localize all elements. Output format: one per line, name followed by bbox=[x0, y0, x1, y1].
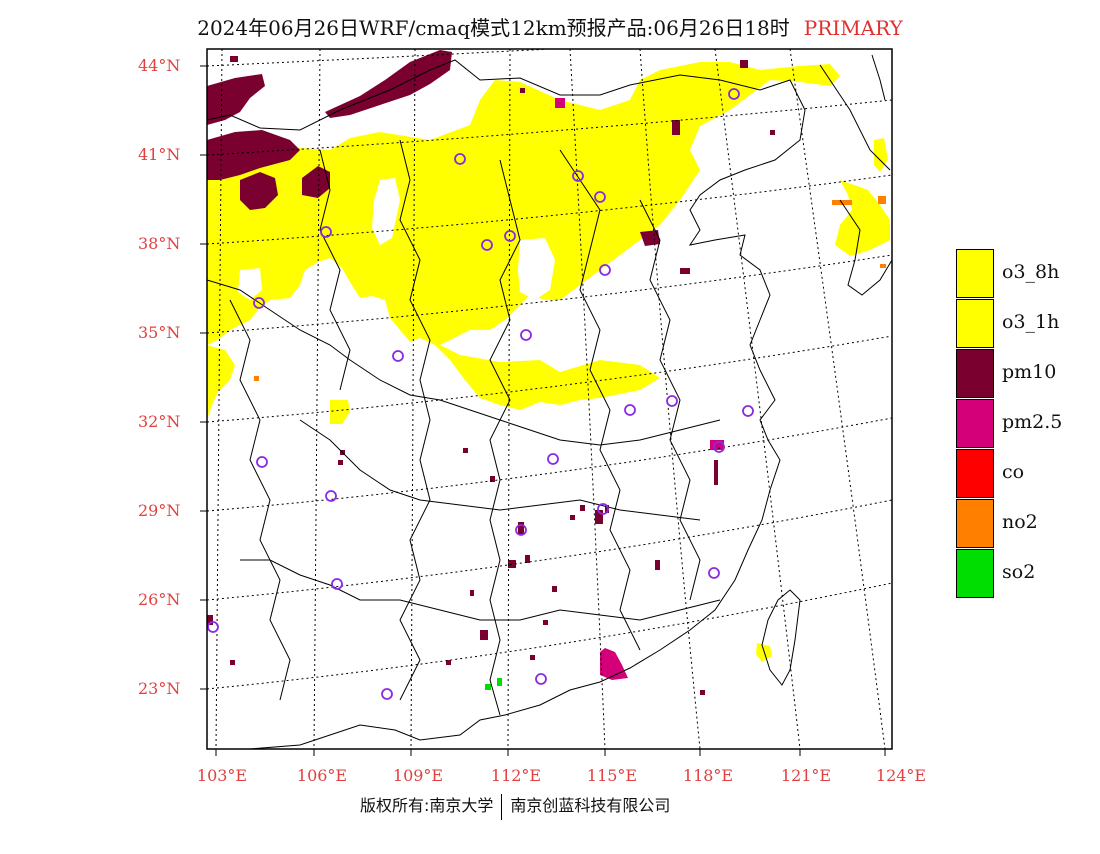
lon-label-103: 103°E bbox=[196, 766, 248, 785]
legend-item-co: co bbox=[956, 449, 1096, 499]
legend-item-no2: no2 bbox=[956, 499, 1096, 549]
title-tag: PRIMARY bbox=[803, 16, 903, 40]
lon-label-115: 115°E bbox=[586, 766, 638, 785]
footer-left: 版权所有:南京大学 bbox=[360, 796, 494, 815]
legend-label: so2 bbox=[1002, 561, 1036, 583]
legend-item-pm10: pm10 bbox=[956, 349, 1096, 399]
legend-label: no2 bbox=[1002, 511, 1038, 533]
lat-label-44: 44°N bbox=[138, 56, 181, 75]
lon-label-121: 121°E bbox=[780, 766, 832, 785]
lon-label-118: 118°E bbox=[682, 766, 734, 785]
legend-item-so2: so2 bbox=[956, 549, 1096, 599]
footer-divider bbox=[501, 793, 503, 820]
lat-label-32: 32°N bbox=[138, 412, 181, 431]
legend-swatch bbox=[956, 499, 994, 548]
legend-swatch bbox=[956, 399, 994, 448]
legend-label: o3_8h bbox=[1002, 261, 1060, 283]
legend-item-o3-8h: o3_8h bbox=[956, 249, 1096, 299]
legend-label: o3_1h bbox=[1002, 311, 1060, 333]
legend: o3_8h o3_1h pm10 pm2.5 co no2 so2 bbox=[956, 249, 1096, 599]
legend-swatch bbox=[956, 249, 994, 298]
legend-swatch bbox=[956, 299, 994, 348]
legend-swatch bbox=[956, 449, 994, 498]
legend-label: pm2.5 bbox=[1002, 411, 1063, 433]
copyright-footer: 版权所有:南京大学 南京创蓝科技有限公司 bbox=[360, 792, 670, 820]
legend-item-pm25: pm2.5 bbox=[956, 399, 1096, 449]
footer-right: 南京创蓝科技有限公司 bbox=[510, 796, 671, 815]
title-main: 2024年06月26日WRF/cmaq模式12km预报产品:06月26日18时 bbox=[197, 16, 790, 40]
lon-label-124: 124°E bbox=[875, 766, 927, 785]
legend-label: co bbox=[1002, 461, 1025, 483]
legend-item-o3-1h: o3_1h bbox=[956, 299, 1096, 349]
legend-swatch bbox=[956, 349, 994, 398]
o3-region bbox=[207, 62, 890, 662]
lon-label-109: 109°E bbox=[392, 766, 444, 785]
map-frame bbox=[206, 48, 893, 750]
axis-ticks bbox=[200, 65, 886, 756]
lon-label-112: 112°E bbox=[490, 766, 542, 785]
lon-label-106: 106°E bbox=[296, 766, 348, 785]
legend-swatch bbox=[956, 549, 994, 598]
lat-label-38: 38°N bbox=[138, 234, 181, 253]
boundaries bbox=[207, 54, 892, 749]
map-title: 2024年06月26日WRF/cmaq模式12km预报产品:06月26日18时 P… bbox=[0, 12, 1100, 41]
lat-label-29: 29°N bbox=[138, 501, 181, 520]
lat-label-23: 23°N bbox=[138, 679, 181, 698]
so2-region bbox=[485, 678, 502, 690]
pm10-region bbox=[207, 50, 660, 246]
station-markers bbox=[207, 88, 754, 700]
lat-label-35: 35°N bbox=[138, 323, 181, 342]
lat-label-41: 41°N bbox=[138, 145, 181, 164]
lat-label-26: 26°N bbox=[138, 590, 181, 609]
legend-label: pm10 bbox=[1002, 361, 1057, 383]
